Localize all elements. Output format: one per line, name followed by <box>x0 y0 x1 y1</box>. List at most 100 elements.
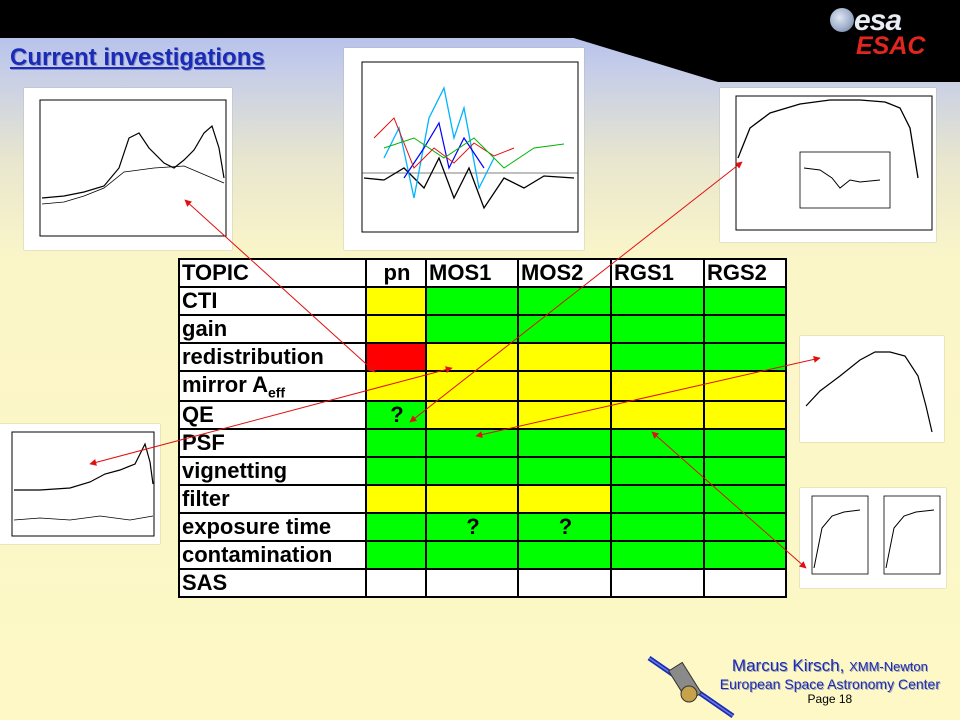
table-row: QE? <box>178 400 787 431</box>
status-cell <box>365 428 427 459</box>
footer-mission: XMM-Newton <box>849 659 928 674</box>
topic-label: SAS <box>182 570 228 596</box>
topic-label: PSF <box>182 430 225 456</box>
xmm-satellite-icon <box>647 655 735 719</box>
status-cell <box>703 400 787 431</box>
status-cell <box>425 428 519 459</box>
status-cell <box>365 540 427 571</box>
plot-thumbnail-qe <box>800 336 944 442</box>
status-cell <box>610 286 705 316</box>
logo-esa-text: esa <box>854 4 902 37</box>
table-row: redistribution <box>178 342 787 372</box>
status-cell <box>703 512 787 543</box>
topic-cell: vignetting <box>178 456 367 487</box>
status-cell <box>517 456 612 487</box>
topic-subscript: eff <box>267 384 286 401</box>
table-row: contamination <box>178 540 787 571</box>
status-cell <box>610 428 705 459</box>
plot-thumbnail-rgs-spectrum <box>0 424 160 544</box>
table-header-row: TOPIC pn MOS1 MOS2 RGS1 RGS2 <box>178 258 787 288</box>
status-cell <box>517 540 612 571</box>
status-cell <box>517 484 612 515</box>
status-cell <box>703 286 787 316</box>
status-cell <box>425 540 519 571</box>
column-header-rgs1: RGS1 <box>610 258 705 288</box>
topic-cell: PSF <box>178 428 367 459</box>
calibration-status-table: TOPIC pn MOS1 MOS2 RGS1 RGS2 CTI gain redi… <box>178 258 787 599</box>
table-row: filter <box>178 484 787 515</box>
status-cell <box>517 568 612 599</box>
status-cell <box>365 512 427 543</box>
status-cell <box>365 369 427 403</box>
status-cell <box>703 342 787 372</box>
page-title: Current investigations <box>10 44 265 71</box>
topic-cell: exposure time <box>178 512 367 543</box>
topic-cell: redistribution <box>178 342 367 372</box>
status-cell <box>610 568 705 599</box>
column-header-pn: pn <box>365 258 427 288</box>
status-cell <box>425 342 519 372</box>
status-cell <box>425 456 519 487</box>
status-cell <box>610 342 705 372</box>
topic-label: mirror A <box>182 372 268 397</box>
status-cell <box>610 540 705 571</box>
topic-label: gain <box>182 316 228 341</box>
topic-label: exposure time <box>182 514 332 540</box>
footer-center: European Space Astronomy Center <box>719 676 940 692</box>
status-cell <box>517 314 612 344</box>
status-cell <box>703 456 787 487</box>
topic-cell: SAS <box>178 568 367 599</box>
column-header-mos1: MOS1 <box>425 258 519 288</box>
topic-label: vignetting <box>182 458 288 484</box>
table-row: PSF <box>178 428 787 459</box>
esa-globe-icon <box>830 8 854 32</box>
topic-label: redistribution <box>182 344 324 369</box>
topic-cell: CTI <box>178 286 367 316</box>
status-cell <box>517 400 612 431</box>
status-cell <box>365 314 427 344</box>
status-cell <box>610 484 705 515</box>
status-cell <box>365 568 427 599</box>
table-row: mirror Aeff <box>178 369 787 403</box>
esa-esac-logo: esa ESAC <box>828 4 938 62</box>
status-cell <box>703 484 787 515</box>
table-row: SAS <box>178 568 787 599</box>
footer-page-number: Page 18 <box>807 692 853 706</box>
status-cell <box>425 369 519 403</box>
table-row: CTI <box>178 286 787 316</box>
footer-author-line: Marcus Kirsch, XMM-Newton <box>720 656 940 676</box>
topic-cell: contamination <box>178 540 367 571</box>
status-cell <box>610 456 705 487</box>
status-cell <box>703 369 787 403</box>
status-cell <box>610 512 705 543</box>
table-row: exposure time?? <box>178 512 787 543</box>
topic-cell: QE <box>178 400 367 431</box>
table-row: vignetting <box>178 456 787 487</box>
plot-thumbnail-contamination <box>800 488 946 588</box>
status-cell <box>610 369 705 403</box>
logo-esac-text: ESAC <box>856 32 926 60</box>
status-cell <box>610 400 705 431</box>
status-cell: ? <box>517 512 612 543</box>
topic-label: filter <box>182 486 230 512</box>
status-cell <box>703 428 787 459</box>
status-cell <box>365 484 427 515</box>
topic-cell: gain <box>178 314 367 344</box>
topic-label: contamination <box>182 542 333 568</box>
topic-cell: mirror Aeff <box>178 369 367 403</box>
status-cell <box>703 314 787 344</box>
plot-thumbnail-ratio <box>344 48 584 250</box>
footer-credits: Marcus Kirsch, XMM-Newton European Space… <box>720 656 940 706</box>
column-header-mos2: MOS2 <box>517 258 612 288</box>
status-cell <box>425 484 519 515</box>
status-cell <box>517 428 612 459</box>
column-header-rgs2: RGS2 <box>703 258 787 288</box>
status-cell <box>610 314 705 344</box>
topic-label: QE <box>182 402 214 428</box>
status-cell <box>365 456 427 487</box>
status-cell <box>703 568 787 599</box>
column-header-topic: TOPIC <box>178 258 367 288</box>
status-cell <box>425 286 519 316</box>
topic-cell: filter <box>178 484 367 515</box>
status-cell <box>365 286 427 316</box>
